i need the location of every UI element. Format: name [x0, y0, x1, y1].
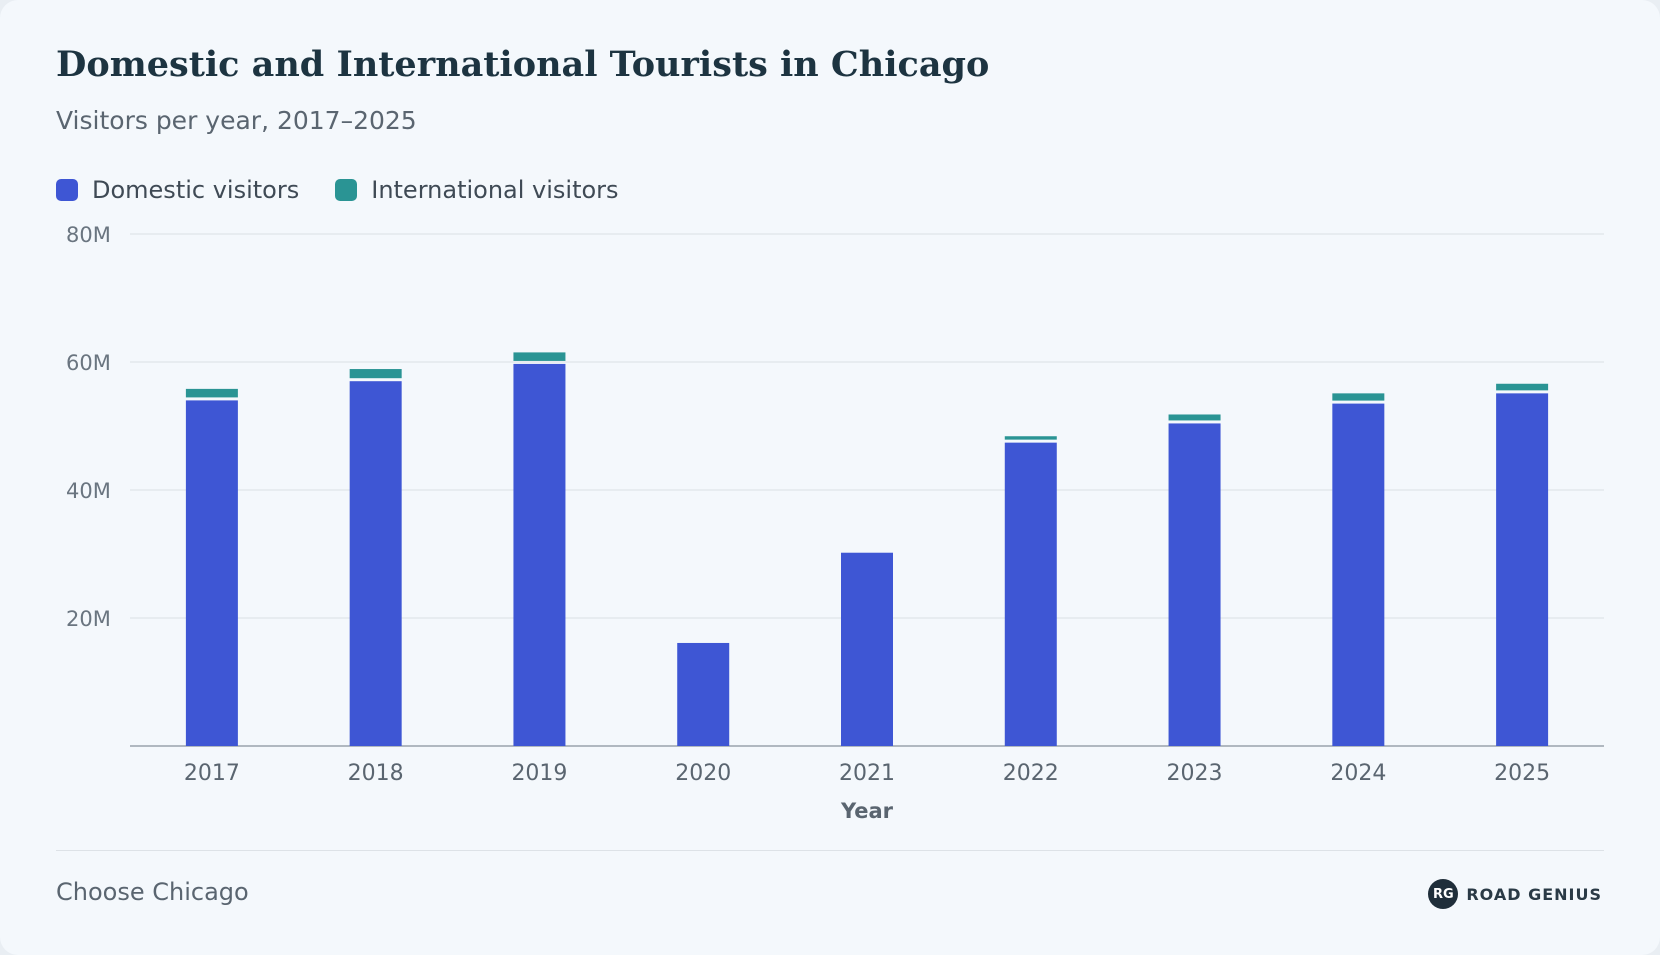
footer-divider	[56, 850, 1604, 851]
bar-domestic-2023	[1168, 423, 1221, 746]
bar-domestic-2020	[677, 642, 730, 746]
bar-chart: 20M 40M 60M 80M 2017 2018 2019 2020 2021 2022 2023…	[66, 223, 1604, 823]
x-tick-label: 2023	[1167, 761, 1223, 786]
bar-international-2019	[513, 352, 566, 361]
bar-international-2025	[1496, 383, 1549, 391]
bar-international-2023	[1168, 414, 1221, 421]
chart-subtitle: Visitors per year, 2017–2025	[56, 106, 417, 135]
y-tick-label: 40M	[66, 479, 111, 503]
x-tick-label: 2022	[1003, 761, 1059, 786]
x-tick-label: 2025	[1494, 761, 1550, 786]
bar-international-2024	[1332, 393, 1385, 401]
legend-swatch-international	[335, 179, 358, 201]
bar-domestic-2024	[1332, 403, 1385, 746]
x-axis-title: Year	[840, 799, 894, 823]
x-tick-label: 2020	[675, 761, 731, 786]
bar-domestic-2019	[513, 363, 566, 746]
x-tick-label: 2019	[511, 761, 567, 786]
bar-domestic-2017	[185, 400, 238, 746]
brand: RG ROAD GENIUS	[1428, 879, 1602, 909]
bar-domestic-2022	[1004, 442, 1057, 746]
road-genius-logo-icon: RG	[1428, 879, 1459, 909]
bar-international-2022	[1004, 436, 1057, 440]
brand-name: ROAD GENIUS	[1466, 884, 1602, 904]
bar-domestic-2018	[349, 381, 402, 746]
legend: Domestic visitors International visitors	[56, 176, 619, 204]
x-tick-label: 2018	[348, 761, 404, 786]
y-tick-label: 20M	[66, 607, 111, 631]
x-tick-label: 2021	[839, 761, 895, 786]
source-label: Choose Chicago	[56, 878, 249, 906]
legend-item-domestic: Domestic visitors	[56, 176, 299, 204]
chart-title: Domestic and International Tourists in C…	[56, 44, 990, 85]
legend-swatch-domestic	[56, 179, 78, 201]
bar-international-2018	[349, 369, 402, 379]
x-tick-label: 2017	[184, 761, 240, 786]
legend-label-domestic: Domestic visitors	[92, 176, 300, 204]
x-tick-label: 2024	[1330, 761, 1386, 786]
bar-domestic-2021	[841, 552, 893, 746]
bar-domestic-2025	[1496, 393, 1549, 746]
legend-label-international: International visitors	[371, 176, 619, 204]
y-tick-label: 60M	[66, 351, 111, 375]
legend-item-international: International visitors	[335, 176, 619, 204]
y-tick-label: 80M	[66, 223, 111, 247]
bar-international-2017	[185, 388, 238, 398]
